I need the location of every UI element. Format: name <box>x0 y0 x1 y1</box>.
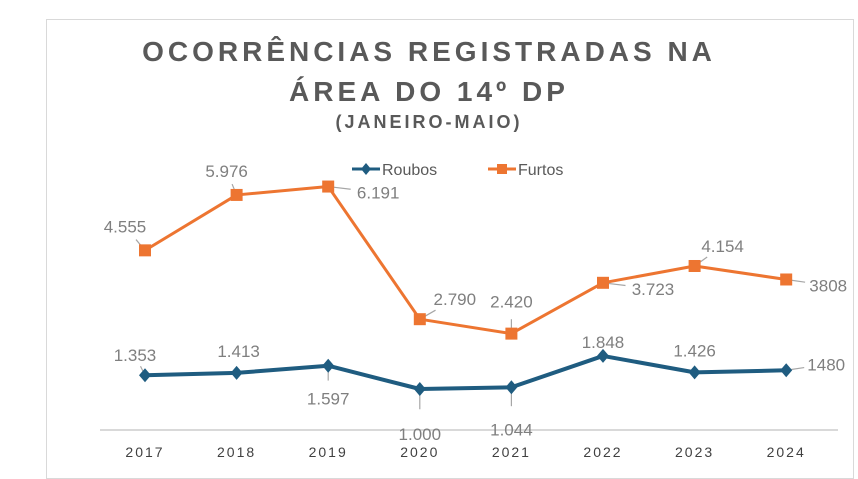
data-label: 1.426 <box>673 341 716 360</box>
series-line-roubos <box>144 353 787 391</box>
line-chart: 2017 2018 2019 2020 2021 2022 2023 2024 Roubos Fu… <box>100 162 847 460</box>
data-point-roubos <box>688 365 701 380</box>
data-point-furtos <box>230 188 243 201</box>
chart-title-line2: ÁREA DO 14º DP <box>289 76 569 107</box>
data-point-furtos <box>688 259 701 272</box>
data-point-roubos <box>230 365 243 380</box>
data-label: 4.555 <box>104 217 147 236</box>
data-point-furtos <box>597 276 609 289</box>
data-point-roubos <box>413 382 426 396</box>
data-label: 6.191 <box>357 184 400 203</box>
x-tick-label: 2017 <box>125 444 164 460</box>
data-label: 2.420 <box>490 293 533 312</box>
legend-marker <box>361 163 371 175</box>
data-label: 1.413 <box>217 342 260 361</box>
data-point-roubos <box>139 368 151 383</box>
chart-title: OCORRÊNCIAS REGISTRADAS NA <box>142 36 716 67</box>
data-point-roubos <box>505 380 518 395</box>
data-label: 4.154 <box>701 237 744 256</box>
data-label: 1.353 <box>114 346 157 365</box>
legend-label-furtos: Furtos <box>518 162 563 179</box>
data-label: 1.000 <box>399 425 442 444</box>
data-label: 1.597 <box>307 390 350 409</box>
x-tick-label: 2023 <box>675 444 714 460</box>
data-point-furtos <box>322 180 335 193</box>
x-tick-label: 2020 <box>400 444 439 460</box>
x-tick-label: 2018 <box>217 444 256 460</box>
data-label: 2.790 <box>434 290 477 309</box>
data-label: 1480 <box>807 355 845 374</box>
data-point-furtos <box>139 244 151 257</box>
data-point-roubos <box>780 363 793 378</box>
data-label: 1.848 <box>582 333 625 352</box>
data-point-furtos <box>780 273 793 286</box>
x-tick-label: 2024 <box>767 444 806 460</box>
legend-marker <box>497 164 507 174</box>
x-tick-label: 2019 <box>309 444 348 460</box>
chart-subtitle: (JANEIRO-MAIO) <box>335 112 523 132</box>
data-label: 3808 <box>809 276 847 295</box>
data-label: 5.976 <box>205 162 248 181</box>
x-tick-label: 2022 <box>583 444 622 460</box>
data-point-furtos <box>413 313 426 326</box>
x-tick-label: 2021 <box>492 444 531 460</box>
data-point-roubos <box>597 348 609 363</box>
data-label: 3.723 <box>632 280 675 299</box>
legend-label-roubos: Roubos <box>382 162 437 179</box>
series-line-furtos <box>144 185 787 336</box>
data-point-roubos <box>322 358 335 373</box>
data-label: 1.044 <box>490 420 533 439</box>
data-point-furtos <box>505 327 518 340</box>
